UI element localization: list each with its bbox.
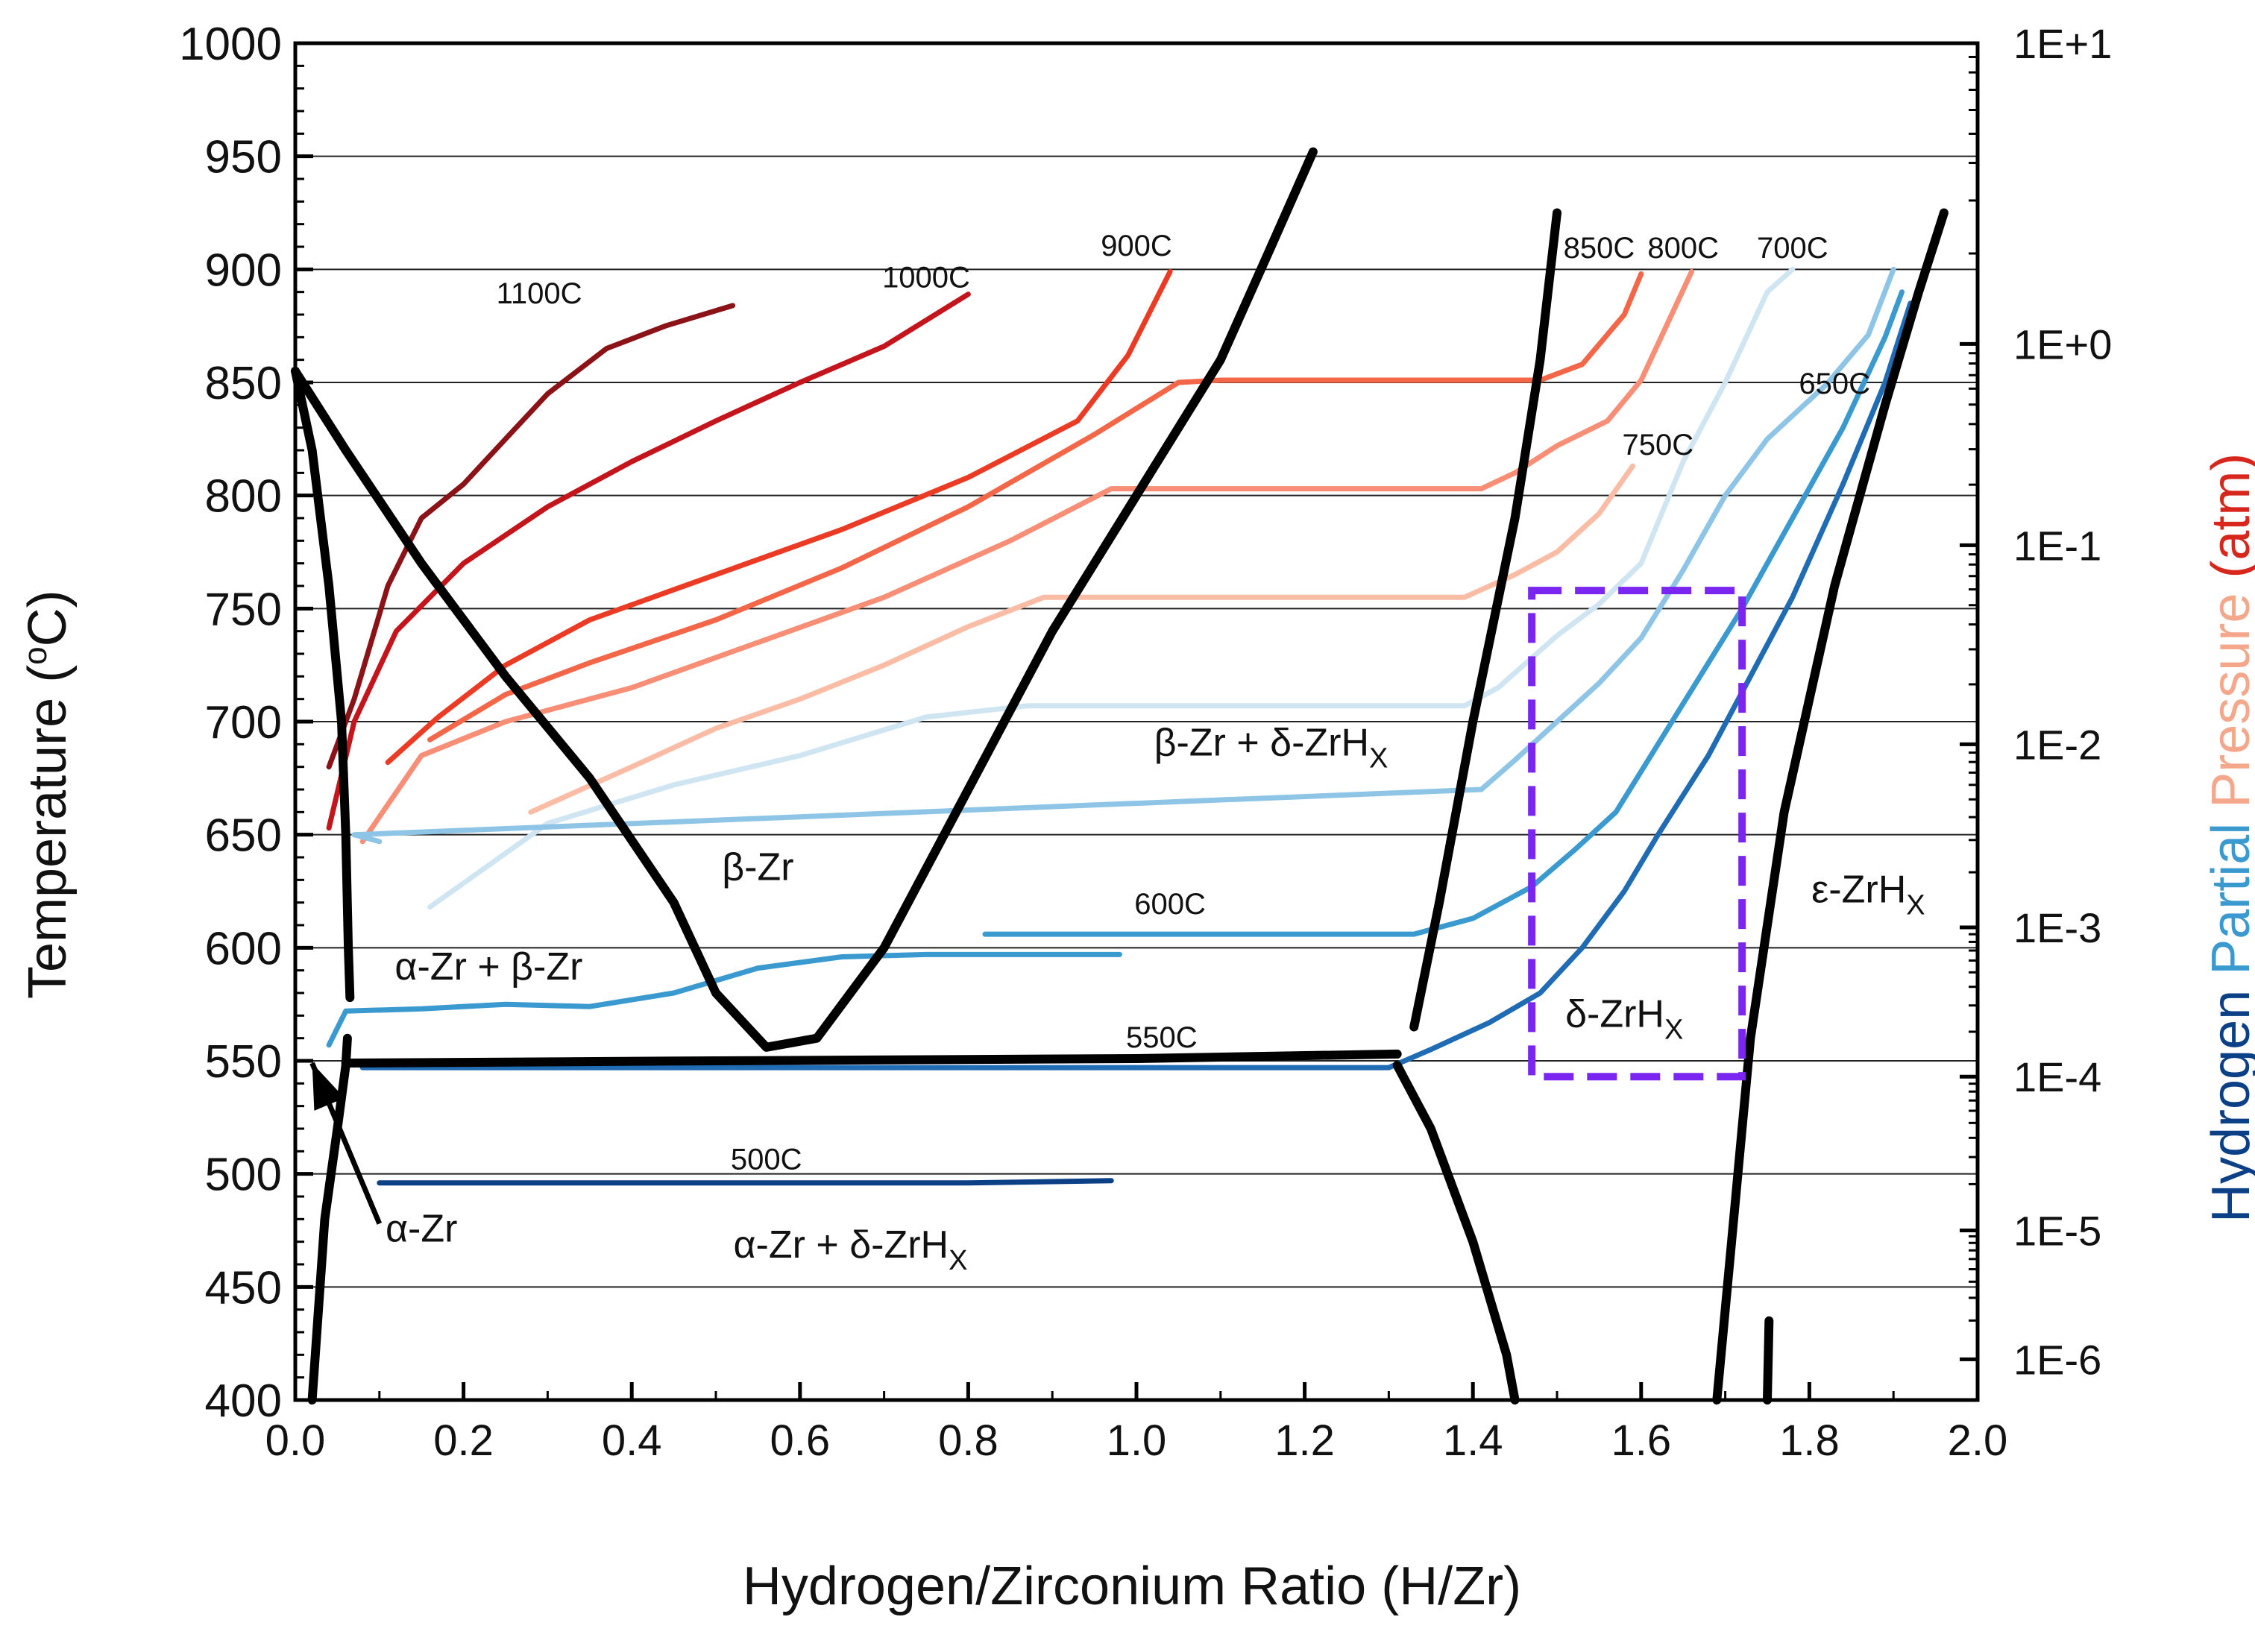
boundary-alpha-beta-upper xyxy=(291,366,355,1003)
boundary-delta-epsilon-right xyxy=(1712,208,1949,1404)
isotherm-label-850C: 850C xyxy=(1564,232,1635,265)
y-tick-label-500: 500 xyxy=(205,1150,282,1201)
axes: 400 450 500 550 600 650 700 750 800 850 900 950 1000… xyxy=(179,19,2112,1465)
isotherm-600C-high xyxy=(982,289,1905,937)
isotherm-650C xyxy=(351,266,1896,845)
phase-label-6: α-Zr xyxy=(386,1208,457,1251)
y-tick-label-850: 850 xyxy=(205,358,282,409)
x-tick-label-0.8: 0.8 xyxy=(938,1416,998,1465)
x-tick-label-2.0: 2.0 xyxy=(1948,1416,2008,1465)
y-axis-title-sup: o xyxy=(17,646,54,664)
y2-tick-label-1E+1: 1E+1 xyxy=(2013,20,2112,67)
x-axis-title: Hydrogen/Zirconium Ratio (H/Zr) xyxy=(743,1557,1521,1616)
isotherm-label-1000C: 1000C xyxy=(882,262,970,294)
phase-label-1: α-Zr + β-Zr xyxy=(394,945,582,989)
isotherm-label-1100C: 1100C xyxy=(497,277,582,310)
y2-title-part-1: Partial xyxy=(2201,823,2255,990)
isotherm-label-750C: 750C xyxy=(1623,429,1694,461)
y2-axis-title: Hydrogen Partial Pressure (atm) xyxy=(2201,453,2255,1223)
y-tick-label-900: 900 xyxy=(205,245,282,296)
isotherm-label-700C: 700C xyxy=(1757,232,1828,265)
isotherm-label-600C: 600C xyxy=(1134,888,1206,921)
phase-label-0: β-Zr xyxy=(722,845,793,889)
y-tick-label-400: 400 xyxy=(205,1375,282,1427)
isotherm-label-500C: 500C xyxy=(731,1144,802,1176)
y-tick-label-650: 650 xyxy=(205,810,282,862)
isotherm-750C xyxy=(528,463,1635,815)
isotherm-700C xyxy=(427,266,1796,910)
x-tick-label-1.8: 1.8 xyxy=(1779,1416,1840,1465)
boundary-epsilon-short xyxy=(1763,1316,1774,1404)
isotherm-1100C xyxy=(326,303,736,770)
y-axis-title-end: C) xyxy=(18,590,78,646)
y2-tick-label-1E-1: 1E-1 xyxy=(2013,522,2101,569)
y-tick-label-950: 950 xyxy=(205,132,282,183)
isotherm-1000C xyxy=(326,291,971,831)
y-tick-label-1000: 1000 xyxy=(179,19,282,70)
x-tick-label-1.4: 1.4 xyxy=(1443,1416,1503,1465)
y2-tick-label-1E-6: 1E-6 xyxy=(2013,1336,2101,1383)
isotherm-600C xyxy=(326,951,1122,1048)
isotherm-900C xyxy=(385,268,1173,766)
x-tick-label-0.0: 0.0 xyxy=(265,1416,326,1465)
x-tick-label-0.6: 0.6 xyxy=(770,1416,830,1465)
y2-title-part-0: Hydrogen xyxy=(2201,990,2255,1223)
isotherm-label-650C: 650C xyxy=(1799,368,1870,400)
y2-tick-label-1E-4: 1E-4 xyxy=(2013,1053,2101,1100)
y2-tick-label-1E-5: 1E-5 xyxy=(2013,1208,2101,1255)
isotherm-label-550C: 550C xyxy=(1126,1021,1198,1054)
y2-title-part-2: Pressure xyxy=(2201,593,2255,823)
boundary-eutectoid xyxy=(341,1049,1402,1068)
x-tick-label-0.2: 0.2 xyxy=(433,1416,494,1465)
isotherm-series xyxy=(326,266,1913,1186)
y2-tick-label-1E-3: 1E-3 xyxy=(2013,904,2101,951)
y2-tick-label-1E+0: 1E+0 xyxy=(2013,321,2112,368)
isotherm-800C xyxy=(359,268,1694,845)
x-tick-label-1.0: 1.0 xyxy=(1107,1416,1167,1465)
x-tick-label-1.2: 1.2 xyxy=(1274,1416,1335,1465)
isotherm-850C xyxy=(427,271,1644,743)
boundary-delta-left-high xyxy=(1409,208,1561,1032)
boundary-delta-left-low xyxy=(1392,1061,1520,1404)
x-tick-label-0.4: 0.4 xyxy=(602,1416,662,1465)
isotherm-label-800C: 800C xyxy=(1647,232,1719,265)
alpha-zr-arrowhead xyxy=(312,1063,345,1111)
phase-label-5: ε-ZrHX xyxy=(1811,868,1925,921)
y2-tick-label-1E-2: 1E-2 xyxy=(2013,721,2101,768)
phase-label-2: β-Zr + δ-ZrHX xyxy=(1154,722,1388,775)
y-tick-label-750: 750 xyxy=(205,584,282,635)
isotherm-label-900C: 900C xyxy=(1101,230,1172,262)
y-tick-label-800: 800 xyxy=(205,471,282,523)
y-tick-label-700: 700 xyxy=(205,697,282,748)
y-axis-title: Temperature (oC) xyxy=(17,590,78,999)
isotherm-500C xyxy=(377,1178,1114,1186)
phase-label-4: δ-ZrHX xyxy=(1565,993,1683,1046)
y-tick-label-450: 450 xyxy=(205,1262,282,1314)
y-tick-label-600: 600 xyxy=(205,923,282,974)
phase-boundaries xyxy=(291,147,1949,1404)
phase-labels: β-Zr α-Zr + β-Zr β-Zr + δ-ZrHX α-Zr + δ-ZrH… xyxy=(386,722,1925,1276)
y-tick-label-550: 550 xyxy=(205,1036,282,1088)
y-axis-title-main: Temperature ( xyxy=(18,665,78,999)
x-tick-label-1.6: 1.6 xyxy=(1611,1416,1671,1465)
boundary-beta-transus xyxy=(291,147,1318,1052)
isotherm-550C xyxy=(359,300,1913,1071)
delta-highlight-box xyxy=(1528,587,1746,1081)
isotherm-labels: 1100C 1000C 900C 850C 800C 700C 750C 650C 600C 55… xyxy=(497,230,1870,1176)
phase-label-3: α-Zr + δ-ZrHX xyxy=(733,1223,967,1276)
y2-title-part-3: (atm) xyxy=(2201,453,2255,593)
